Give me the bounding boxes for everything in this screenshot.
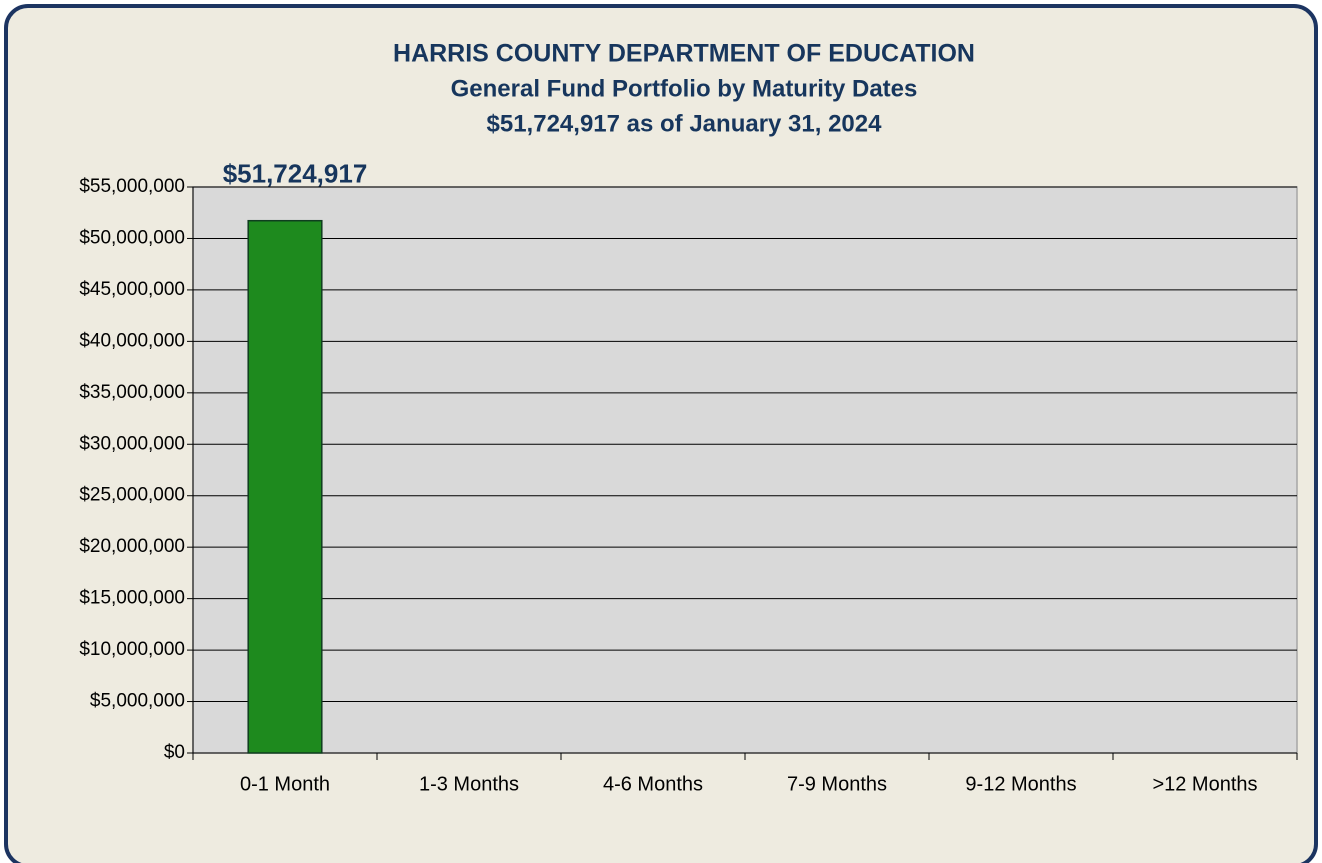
plot-area xyxy=(192,186,1298,754)
x-tick-label: 7-9 Months xyxy=(787,773,887,795)
y-tick-label: $45,000,000 xyxy=(79,279,185,300)
chart-title: HARRIS COUNTY DEPARTMENT OF EDUCATION xyxy=(393,40,975,68)
x-tick-label: 0-1 Month xyxy=(240,773,330,795)
x-tick-label: >12 Months xyxy=(1152,773,1257,795)
y-tick-label: $0 xyxy=(164,742,185,763)
x-tick-label: 9-12 Months xyxy=(965,773,1076,795)
y-tick-label: $25,000,000 xyxy=(79,485,185,506)
y-tick-label: $30,000,000 xyxy=(79,433,185,454)
chart-subtitle: $51,724,917 as of January 31, 2024 xyxy=(487,110,883,137)
y-tick-label: $50,000,000 xyxy=(79,227,185,248)
y-tick-label: $40,000,000 xyxy=(79,330,185,351)
x-tick-label: 1-3 Months xyxy=(419,773,519,795)
y-tick-label: $5,000,000 xyxy=(90,691,185,712)
y-tick-label: $10,000,000 xyxy=(79,639,185,660)
chart-subtitle: General Fund Portfolio by Maturity Dates xyxy=(451,75,918,102)
y-tick-label: $15,000,000 xyxy=(79,588,185,609)
y-tick-label: $55,000,000 xyxy=(79,176,185,197)
y-tick-label: $20,000,000 xyxy=(79,536,185,557)
x-tick-label: 4-6 Months xyxy=(603,773,703,795)
y-tick-label: $35,000,000 xyxy=(79,382,185,403)
data-label: $51,724,917 xyxy=(223,159,368,189)
bar xyxy=(247,219,323,754)
